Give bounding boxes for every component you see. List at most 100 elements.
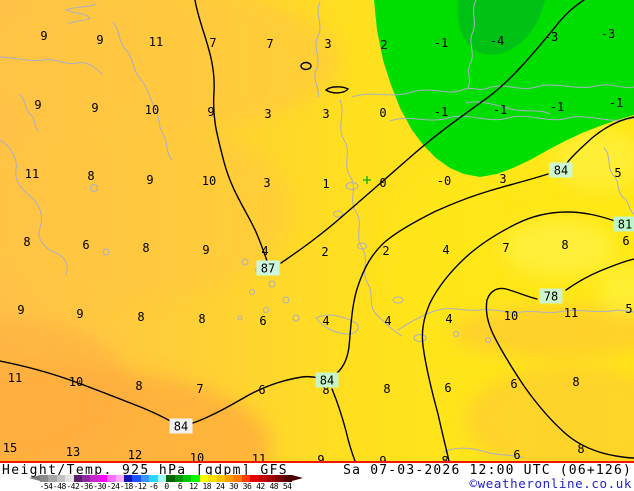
contour-label: 84 (174, 420, 188, 434)
temp-value: 9 (146, 173, 153, 187)
contour-label: 84 (320, 374, 334, 388)
temp-value: 2 (382, 244, 389, 258)
temp-value: 8 (23, 235, 30, 249)
temp-value: 3 (322, 107, 329, 121)
temp-value: 2 (321, 245, 328, 259)
temp-value: 8 (441, 454, 448, 461)
temp-value: 5 (614, 166, 621, 180)
temp-value: 6 (513, 448, 520, 461)
temp-value: 3 (263, 176, 270, 190)
map-canvas: 99117732-1-4-3-399109330-1-1-1-111891031… (0, 0, 634, 461)
colorbar-cell (233, 475, 241, 482)
temp-value: 7 (502, 241, 509, 255)
contour-label: 78 (544, 290, 558, 304)
temp-value: 6 (622, 234, 629, 248)
temp-value: 7 (209, 36, 216, 50)
temp-value: 3 (264, 107, 271, 121)
temp-value: 0 (379, 106, 386, 120)
temp-value: 11 (149, 35, 163, 49)
temp-value: 9 (317, 453, 324, 461)
temp-value: -1 (609, 96, 623, 110)
temp-value: 11 (8, 371, 22, 385)
temp-value: 6 (82, 238, 89, 252)
temp-value: 6 (258, 383, 265, 397)
temp-value: 0 (379, 176, 386, 190)
colorbar-cell (99, 475, 107, 482)
temp-value: 10 (202, 174, 216, 188)
colorbar-cell (65, 475, 73, 482)
colorbar-cell (158, 475, 166, 482)
colorbar-cell (217, 475, 225, 482)
copyright-link[interactable]: ©weatheronline.co.uk (469, 476, 632, 491)
contour-label: 87 (261, 262, 275, 276)
temp-value: 4 (442, 243, 449, 257)
temp-value: 3 (324, 37, 331, 51)
temp-value: 9 (40, 29, 47, 43)
temp-value: 8 (142, 241, 149, 255)
colorbar-cell (242, 475, 250, 482)
colorbar-cell (40, 475, 48, 482)
temperature-colorbar (40, 475, 292, 482)
temp-value: 4 (261, 244, 268, 258)
temp-value: 6 (444, 381, 451, 395)
temp-value: 1 (322, 177, 329, 191)
colorbar-left-arrow (29, 475, 40, 481)
temp-value: 8 (137, 310, 144, 324)
temp-value: 10 (190, 451, 204, 461)
temp-value: 8 (561, 238, 568, 252)
colorbar-cell (149, 475, 157, 482)
temp-value: 8 (87, 169, 94, 183)
temp-value: 11 (564, 306, 578, 320)
colorbar-cell (116, 475, 124, 482)
temp-value: -4 (490, 34, 504, 48)
temp-value: -1 (434, 36, 448, 50)
colorbar-cell (57, 475, 65, 482)
colorbar-cell (48, 475, 56, 482)
temp-value: 9 (202, 243, 209, 257)
colorbar-cell (259, 475, 267, 482)
temp-value: 11 (25, 167, 39, 181)
colorbar-cell (132, 475, 140, 482)
colorbar-cell (82, 475, 90, 482)
temp-value: 6 (259, 314, 266, 328)
temp-value: -3 (544, 30, 558, 44)
colorbar-cell (107, 475, 115, 482)
temp-value: 8 (198, 312, 205, 326)
temp-value: -3 (601, 27, 615, 41)
colorbar-cell (267, 475, 275, 482)
colorbar-cell (90, 475, 98, 482)
temp-value: -0 (437, 174, 451, 188)
colorbar-cell (200, 475, 208, 482)
temp-value: 7 (266, 37, 273, 51)
temp-value: 9 (379, 454, 386, 461)
colorbar-cell (183, 475, 191, 482)
colorbar-cell (175, 475, 183, 482)
temp-value: 2 (380, 38, 387, 52)
colorbar-cell (250, 475, 258, 482)
temp-value: 9 (91, 101, 98, 115)
temp-value: 10 (145, 103, 159, 117)
contour-label: 84 (554, 164, 568, 178)
temp-value: 4 (322, 314, 329, 328)
temp-value: 9 (34, 98, 41, 112)
colorbar-cell (284, 475, 292, 482)
temp-value: 9 (207, 105, 214, 119)
temp-value: 8 (135, 379, 142, 393)
colorbar-cell (191, 475, 199, 482)
temp-value: 10 (504, 309, 518, 323)
colorbar-cell (166, 475, 174, 482)
temp-value: -1 (493, 103, 507, 117)
temp-value: 3 (499, 172, 506, 186)
temp-value: -1 (550, 100, 564, 114)
temp-value: 10 (69, 375, 83, 389)
temp-value: 9 (76, 307, 83, 321)
temp-value: 4 (445, 312, 452, 326)
temp-value: 4 (384, 314, 391, 328)
temp-value: 9 (17, 303, 24, 317)
temp-value: 7 (196, 382, 203, 396)
temp-value: 15 (3, 441, 17, 455)
contour-label: 81 (618, 218, 632, 232)
colorbar-cell (124, 475, 132, 482)
temp-value: 11 (252, 452, 266, 461)
